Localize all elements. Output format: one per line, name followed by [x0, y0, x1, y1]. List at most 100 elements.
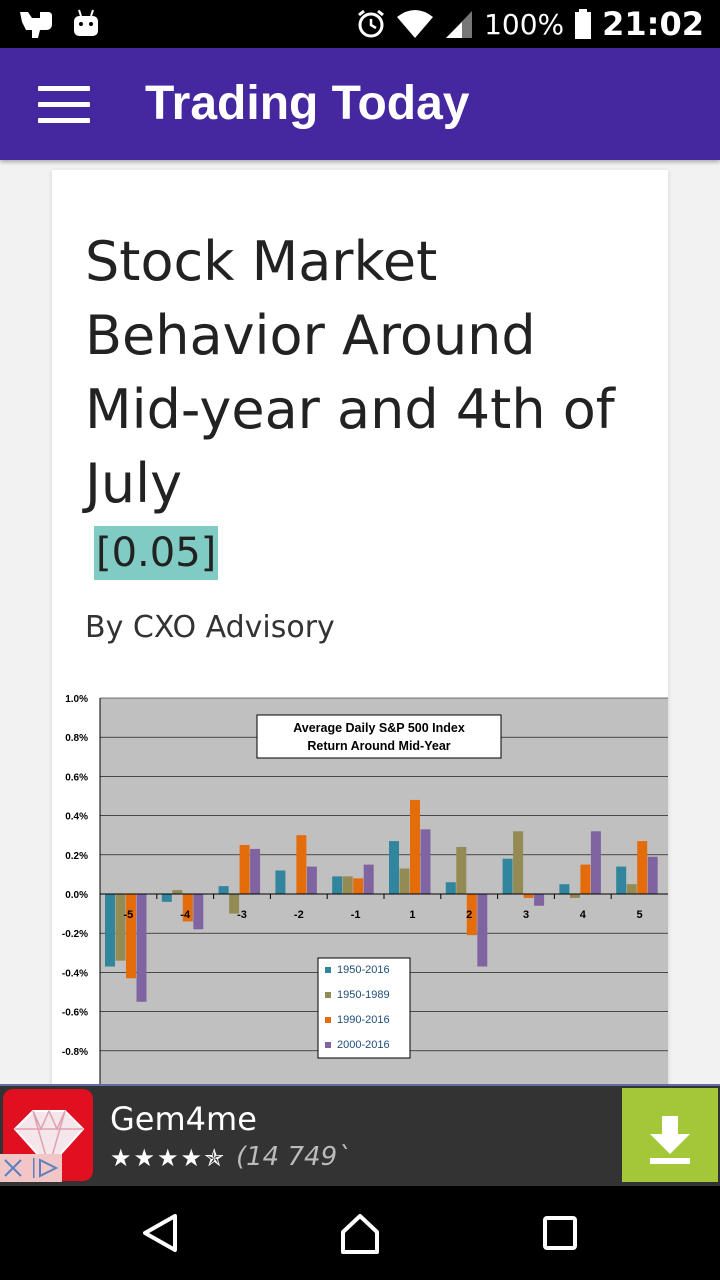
legend-swatch	[325, 992, 331, 998]
bar-1990-2016	[182, 894, 193, 922]
y-tick-label: -0.2%	[62, 929, 88, 940]
article-card: Stock Market Behavior Around Mid-year an…	[52, 170, 668, 1085]
bar-1990-2016	[580, 864, 591, 894]
x-tick-label: 2	[466, 909, 472, 921]
legend-label: 1950-2016	[337, 964, 390, 976]
menu-icon-line	[38, 102, 90, 107]
y-tick-label: 1.0%	[65, 694, 88, 705]
byline: By CXO Advisory	[85, 610, 335, 645]
y-tick-label: 0.0%	[65, 890, 88, 901]
bar-1950-1989	[342, 876, 353, 894]
app-title: Trading Today	[145, 77, 470, 130]
bar-1950-2016	[616, 866, 627, 894]
menu-button[interactable]	[38, 86, 90, 124]
x-tick-label: -1	[351, 909, 361, 921]
menu-icon-line	[38, 118, 90, 123]
status-bar: 100% 21:02	[0, 0, 720, 48]
bar-2000-2016	[477, 894, 488, 967]
bar-1950-1989	[229, 894, 240, 914]
legend-label: 1990-2016	[337, 1014, 390, 1026]
bar-2000-2016	[306, 866, 317, 894]
bar-1990-2016	[239, 845, 250, 894]
bar-1990-2016	[523, 894, 534, 898]
legend-label: 2000-2016	[337, 1039, 390, 1051]
y-tick-label: -0.8%	[62, 1047, 88, 1058]
bar-1950-1989	[456, 846, 467, 894]
bar-1950-1989	[626, 884, 637, 894]
bar-1990-2016	[466, 894, 477, 936]
recents-button[interactable]	[535, 1208, 585, 1258]
bar-1990-2016	[353, 878, 364, 894]
bar-1950-1989	[172, 890, 183, 894]
bar-2000-2016	[136, 894, 147, 1002]
alarm-icon	[358, 9, 385, 38]
bar-1950-2016	[445, 882, 456, 894]
bar-1950-2016	[559, 884, 570, 894]
bar-2000-2016	[534, 894, 545, 906]
bar-1950-1989	[115, 894, 126, 961]
x-tick-label: 1	[409, 909, 415, 921]
legend-swatch	[325, 1042, 331, 1048]
back-button[interactable]	[135, 1208, 185, 1258]
system-nav-bar	[0, 1186, 720, 1280]
bar-1950-2016	[389, 841, 399, 894]
legend-label: 1950-1989	[337, 989, 390, 1001]
chart-legend: 1950-2016 1950-1989 1990-2016 2000-2016	[317, 957, 411, 1059]
download-button[interactable]	[622, 1088, 718, 1182]
x-tick-label: -4	[180, 909, 191, 921]
bar-1950-2016	[275, 870, 286, 894]
article-title: Stock Market Behavior Around Mid-year an…	[85, 230, 615, 515]
y-tick-label: 0.2%	[65, 851, 88, 862]
home-button[interactable]	[335, 1208, 385, 1258]
ad-app-name[interactable]: Gem4me	[110, 1100, 257, 1138]
legend-swatch	[325, 967, 331, 973]
menu-icon	[38, 86, 90, 91]
download-icon	[650, 1116, 690, 1164]
app-bar: Trading Today	[0, 48, 720, 160]
signal-icon	[446, 11, 473, 38]
android-icon	[74, 9, 98, 36]
chart-title-line1: Average Daily S&P 500 Index	[293, 721, 465, 735]
wifi-icon	[397, 10, 434, 38]
bar-1950-1989	[513, 831, 524, 894]
x-tick-label: 3	[523, 909, 529, 921]
x-tick-label: -2	[294, 909, 304, 921]
y-tick-label: -0.6%	[62, 1008, 88, 1019]
y-tick-label: 0.4%	[65, 812, 88, 823]
clock: 21:02	[602, 5, 704, 43]
ad-close-icon	[4, 1158, 59, 1178]
bar-2000-2016	[363, 864, 374, 894]
bar-2000-2016	[590, 831, 601, 894]
ad-banner[interactable]: Gem4me ★★★★✯ (14 749`	[0, 1084, 720, 1186]
bar-2000-2016	[193, 894, 204, 930]
bar-1990-2016	[637, 841, 648, 894]
x-tick-label: -3	[237, 909, 247, 921]
ad-choices-badge[interactable]	[0, 1154, 62, 1182]
y-tick-label: -0.4%	[62, 968, 88, 979]
bar-chart: 1.0% 0.8% 0.6% 0.4% 0.2% 0.0% -0.2% -0.4% -0.6% -…	[62, 694, 668, 1085]
chart-title-box: Average Daily S&P 500 Index Return Aroun…	[256, 714, 502, 759]
x-tick-label: 5	[637, 909, 643, 921]
rating-count: (14 749`	[236, 1142, 351, 1172]
bar-1950-2016	[161, 894, 172, 902]
bar-2000-2016	[420, 829, 431, 894]
legend-swatch	[325, 1017, 331, 1023]
bar-1950-2016	[105, 894, 115, 967]
y-tick-label: 0.6%	[65, 772, 88, 783]
battery-icon	[575, 9, 592, 39]
bar-1950-1989	[399, 868, 410, 894]
x-tick-label: -5	[124, 909, 134, 921]
score-badge: [0.05]	[94, 526, 219, 580]
x-tick-label: 4	[580, 909, 587, 921]
bar-1990-2016	[410, 799, 420, 894]
bar-1950-1989	[569, 894, 580, 898]
rating-stars: ★★★★✯	[110, 1144, 227, 1172]
bar-1950-2016	[502, 858, 513, 894]
bar-2000-2016	[647, 856, 658, 894]
battery-percent: 100%	[484, 7, 565, 41]
bar-2000-2016	[250, 848, 261, 894]
bar-1950-2016	[218, 886, 229, 894]
app-notification-icon	[20, 12, 52, 38]
bar-1950-2016	[332, 876, 343, 894]
y-tick-label: 0.8%	[65, 733, 88, 744]
